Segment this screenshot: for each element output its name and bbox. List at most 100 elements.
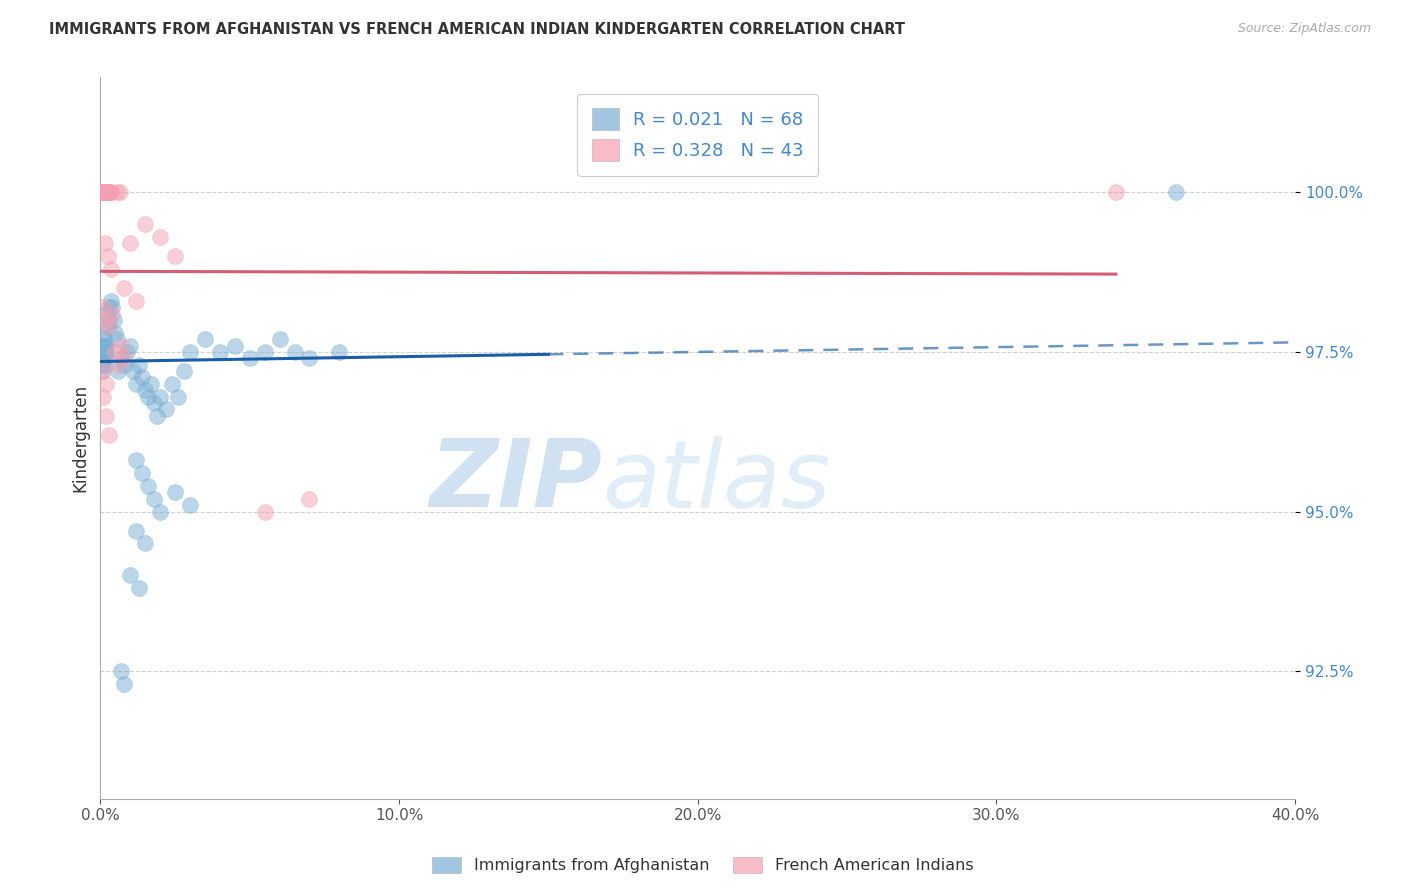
Y-axis label: Kindergarten: Kindergarten — [72, 384, 89, 492]
Point — [96, 338, 118, 352]
Point — [96, 186, 118, 200]
Point — [105, 186, 128, 200]
Point — [194, 332, 217, 346]
Point — [143, 491, 166, 506]
Point — [90, 358, 112, 372]
Point — [112, 677, 135, 691]
Point — [96, 307, 118, 321]
Point — [224, 338, 246, 352]
Point — [208, 345, 231, 359]
Point — [94, 236, 117, 251]
Point — [134, 536, 156, 550]
Point — [120, 236, 142, 251]
Point — [120, 338, 142, 352]
Point — [128, 358, 150, 372]
Point — [122, 364, 145, 378]
Point — [149, 390, 172, 404]
Point — [107, 358, 129, 372]
Point — [91, 364, 114, 378]
Text: ZIP: ZIP — [429, 435, 602, 527]
Point — [125, 376, 148, 391]
Point — [93, 351, 115, 366]
Point — [160, 376, 183, 391]
Point — [125, 453, 148, 467]
Point — [94, 358, 117, 372]
Point — [94, 186, 117, 200]
Point — [93, 345, 115, 359]
Point — [120, 568, 142, 582]
Point — [112, 281, 135, 295]
Point — [91, 390, 114, 404]
Point — [101, 300, 124, 314]
Point — [179, 498, 201, 512]
Point — [179, 345, 201, 359]
Point — [93, 186, 115, 200]
Point — [136, 390, 159, 404]
Point — [269, 332, 291, 346]
Point — [125, 293, 148, 308]
Point — [115, 345, 138, 359]
Point — [97, 186, 120, 200]
Point — [173, 364, 195, 378]
Point — [93, 332, 115, 346]
Point — [91, 351, 114, 366]
Point — [91, 351, 114, 366]
Point — [96, 376, 118, 391]
Text: IMMIGRANTS FROM AFGHANISTAN VS FRENCH AMERICAN INDIAN KINDERGARTEN CORRELATION C: IMMIGRANTS FROM AFGHANISTAN VS FRENCH AM… — [49, 22, 905, 37]
Point — [91, 338, 114, 352]
Point — [91, 345, 114, 359]
Point — [110, 664, 132, 678]
Point — [91, 186, 114, 200]
Point — [128, 581, 150, 595]
Point — [94, 345, 117, 359]
Point — [163, 249, 186, 263]
Point — [94, 186, 117, 200]
Point — [1105, 186, 1128, 200]
Point — [253, 504, 276, 518]
Point — [101, 307, 124, 321]
Point — [97, 249, 120, 263]
Point — [98, 313, 121, 327]
Point — [134, 383, 156, 397]
Point — [298, 491, 321, 506]
Text: atlas: atlas — [602, 436, 831, 527]
Point — [143, 396, 166, 410]
Point — [96, 313, 118, 327]
Point — [100, 186, 122, 200]
Point — [91, 300, 114, 314]
Point — [149, 504, 172, 518]
Point — [97, 300, 120, 314]
Point — [96, 409, 118, 423]
Point — [283, 345, 305, 359]
Point — [93, 186, 115, 200]
Point — [103, 313, 125, 327]
Point — [108, 186, 131, 200]
Point — [100, 262, 122, 277]
Point — [105, 332, 128, 346]
Point — [104, 326, 127, 340]
Point — [98, 186, 121, 200]
Point — [90, 186, 112, 200]
Point — [110, 351, 132, 366]
Point — [98, 428, 121, 442]
Point — [167, 390, 190, 404]
Point — [107, 364, 129, 378]
Point — [100, 293, 122, 308]
Point — [91, 186, 114, 200]
Point — [136, 479, 159, 493]
Point — [125, 524, 148, 538]
Point — [94, 186, 117, 200]
Point — [239, 351, 262, 366]
Point — [96, 186, 118, 200]
Point — [98, 186, 121, 200]
Legend: R = 0.021   N = 68, R = 0.328   N = 43: R = 0.021 N = 68, R = 0.328 N = 43 — [578, 94, 818, 176]
Point — [131, 370, 153, 384]
Point — [91, 338, 114, 352]
Point — [94, 345, 117, 359]
Point — [163, 485, 186, 500]
Point — [134, 217, 156, 231]
Point — [94, 351, 117, 366]
Point — [139, 376, 162, 391]
Point — [94, 338, 117, 352]
Point — [97, 319, 120, 334]
